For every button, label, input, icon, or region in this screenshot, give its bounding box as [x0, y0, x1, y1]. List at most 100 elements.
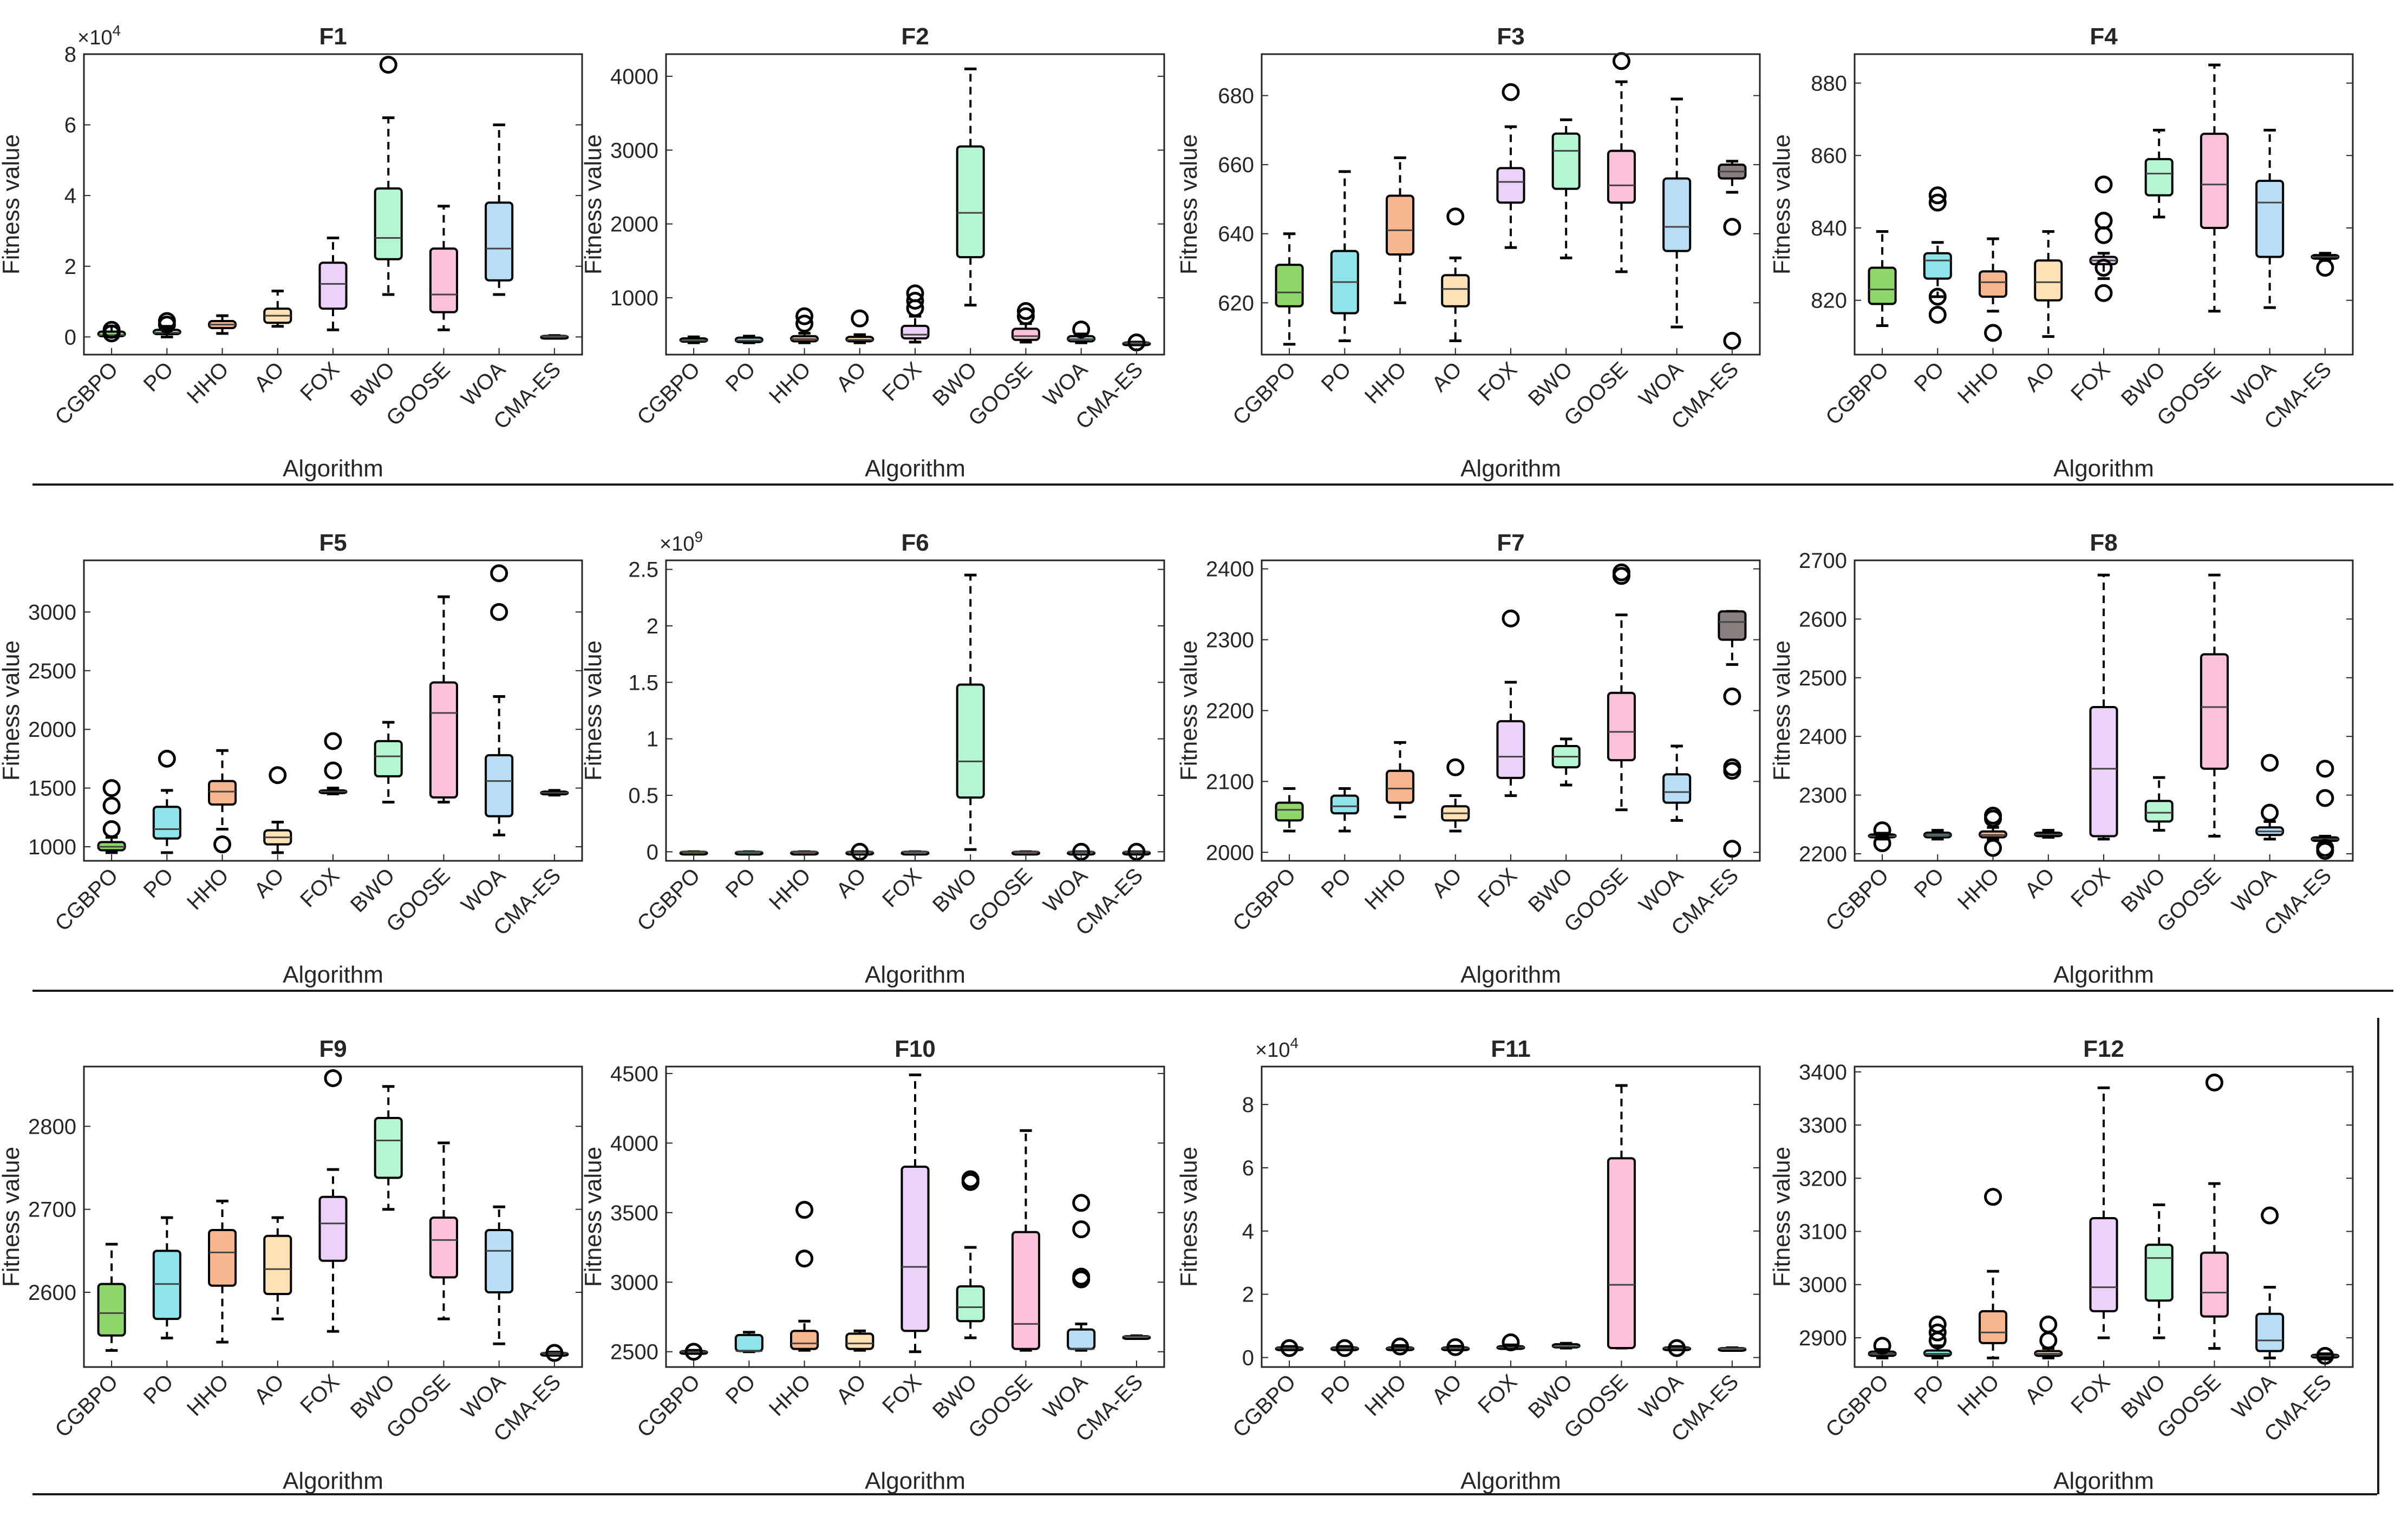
iqr-box: [318, 261, 348, 310]
y-tick-label: 2: [64, 255, 76, 279]
box-po: [1330, 170, 1359, 342]
box-hho: [790, 307, 819, 344]
iqr-box: [2255, 180, 2285, 258]
iqr-box: [900, 1166, 930, 1332]
y-tick-label: 2400: [1206, 558, 1254, 581]
outlier-marker: [2094, 284, 2113, 302]
y-axis-label: Fitness value: [580, 1147, 606, 1287]
y-tick-label: 3000: [1799, 1273, 1847, 1297]
x-axis-label: Algorithm: [283, 1468, 383, 1494]
y-tick-label: 4500: [610, 1062, 658, 1086]
box-cgbpo: [1868, 1337, 1897, 1359]
y-tick-label: 2700: [1799, 549, 1847, 573]
y-tick-label: 820: [1811, 289, 1847, 313]
box-cma-es: [1122, 334, 1151, 351]
y-tick-label: 2000: [1206, 841, 1254, 865]
box-bwo: [956, 1170, 985, 1339]
box-cma-es: [540, 789, 569, 797]
box-cgbpo: [97, 321, 126, 343]
outlier-marker: [1446, 758, 1465, 776]
box-cgbpo: [1275, 232, 1304, 346]
box-po: [734, 335, 763, 344]
box-po: [1330, 1339, 1359, 1357]
iqr-box: [374, 1117, 403, 1179]
y-axis-label: Fitness value: [1176, 134, 1202, 274]
y-tick-label: 1.5: [628, 671, 658, 695]
axis-exponent-label: ×109: [660, 528, 703, 555]
box-hho: [1386, 156, 1415, 304]
outlier-marker: [851, 309, 869, 328]
iqr-box: [263, 1234, 292, 1296]
box-goose: [429, 1141, 458, 1320]
box-ao: [2034, 230, 2063, 338]
subplot-title: F4: [2090, 23, 2118, 50]
y-tick-label: 3400: [1799, 1061, 1847, 1084]
outlier-marker: [102, 779, 121, 797]
box-fox: [900, 850, 930, 856]
box-ao: [845, 842, 875, 861]
outlier-marker: [2261, 754, 2279, 772]
iqr-box: [2200, 1251, 2229, 1318]
outlier-marker: [213, 835, 232, 854]
outlier-marker: [2094, 226, 2113, 244]
box-fox: [900, 1073, 930, 1353]
subplot-title: F3: [1497, 23, 1524, 50]
x-axis-label: Algorithm: [1460, 1468, 1561, 1494]
outlier-marker: [1016, 307, 1035, 325]
box-goose: [1607, 563, 1636, 812]
y-tick-label: 840: [1811, 217, 1847, 240]
iqr-box: [429, 247, 458, 313]
box-cgbpo: [97, 1243, 126, 1352]
y-axis-label: Fitness value: [580, 134, 606, 274]
box-cma-es: [1718, 1346, 1747, 1352]
y-axis-label: Fitness value: [0, 640, 24, 781]
axes-frame: [1261, 1065, 1761, 1368]
subplot-title: F8: [2090, 529, 2117, 556]
iqr-box: [1011, 328, 1040, 341]
y-tick-label: 2: [1242, 1283, 1254, 1307]
y-tick-label: 3100: [1799, 1220, 1847, 1244]
y-tick-label: 2500: [610, 1341, 658, 1364]
x-axis-label: Algorithm: [283, 455, 383, 482]
iqr-box: [2144, 800, 2174, 823]
outlier-marker: [1873, 821, 1891, 840]
box-goose: [1011, 850, 1040, 856]
outlier-marker: [795, 315, 814, 333]
box-po: [734, 1331, 763, 1353]
box-goose: [429, 205, 458, 331]
outlier-marker: [545, 1344, 564, 1362]
iqr-box: [2144, 158, 2174, 197]
outlier-marker: [1072, 1194, 1091, 1212]
outlier-marker: [906, 284, 924, 303]
iqr-box: [374, 740, 403, 777]
outlier-marker: [1723, 218, 1741, 236]
box-po: [152, 749, 181, 854]
outlier-marker: [1928, 287, 1947, 306]
axes-frame: [665, 1065, 1165, 1368]
box-hho: [1979, 237, 2008, 342]
box-po: [1923, 186, 1952, 324]
box-ao: [263, 766, 292, 854]
outlier-marker: [1928, 1323, 1947, 1342]
iqr-box: [734, 1333, 763, 1352]
y-tick-label: 6: [64, 114, 76, 138]
y-tick-label: 3200: [1799, 1167, 1847, 1191]
y-tick-label: 3300: [1799, 1114, 1847, 1137]
outlier-marker: [158, 312, 176, 330]
outlier-marker: [2261, 803, 2279, 822]
iqr-box: [956, 145, 985, 259]
outlier-marker: [1446, 1338, 1465, 1356]
box-woa: [1662, 744, 1692, 822]
box-cgbpo: [1275, 1339, 1304, 1357]
outlier-marker: [1335, 1339, 1354, 1357]
iqr-box: [1718, 610, 1747, 641]
y-tick-label: 680: [1218, 84, 1254, 108]
axes-frame: [665, 53, 1165, 356]
box-hho: [208, 749, 237, 854]
box-bwo: [374, 1085, 403, 1211]
y-tick-label: 4: [64, 184, 76, 208]
box-bwo: [374, 56, 403, 296]
box-fox: [2089, 175, 2118, 302]
outlier-marker: [2316, 789, 2334, 807]
outlier-marker: [2261, 1206, 2279, 1225]
